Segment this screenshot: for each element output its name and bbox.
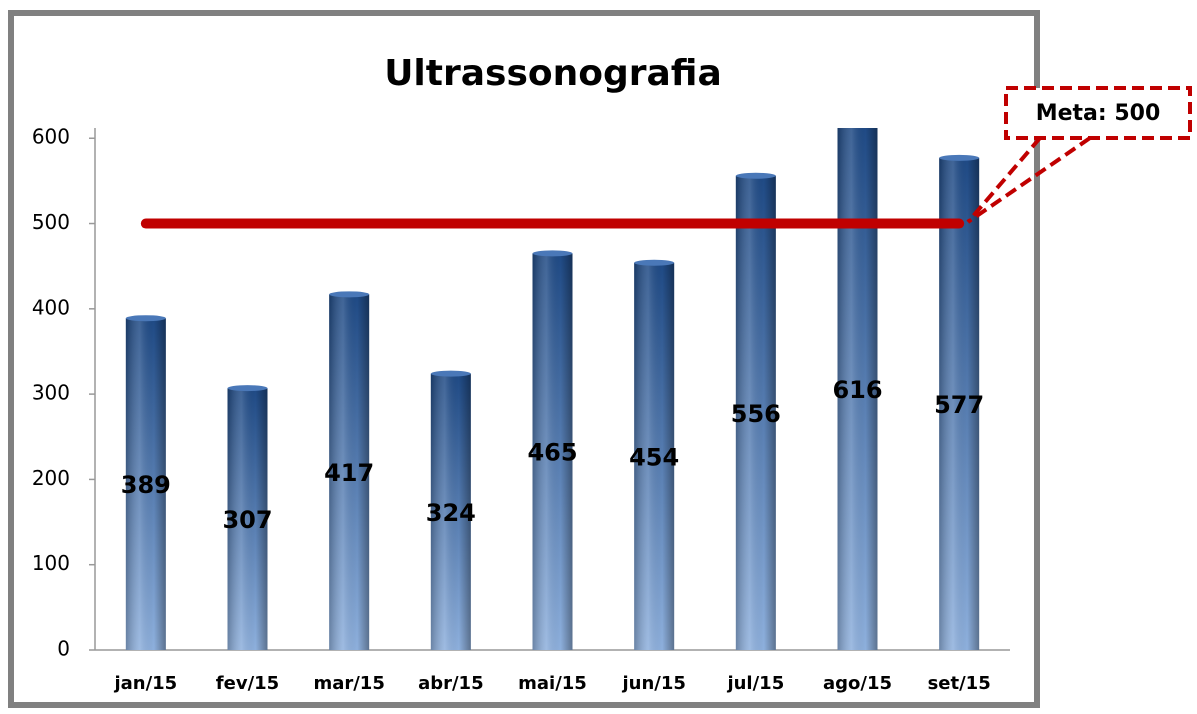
y-tick-label: 100 bbox=[32, 551, 70, 575]
callout-box bbox=[1004, 86, 1192, 140]
bar-cap bbox=[125, 315, 166, 322]
value-label: 389 bbox=[121, 471, 171, 499]
bar-shade bbox=[430, 373, 471, 650]
x-tick-label: mai/15 bbox=[518, 673, 587, 694]
bar-shade bbox=[227, 388, 268, 650]
bar-cap bbox=[329, 291, 370, 298]
value-label: 616 bbox=[832, 376, 882, 404]
chart-title: Ultrassonografia bbox=[384, 53, 722, 94]
x-tick-label: jun/15 bbox=[621, 673, 685, 694]
bar bbox=[634, 259, 675, 650]
bar-cap bbox=[634, 259, 675, 266]
y-tick-label: 300 bbox=[32, 381, 70, 405]
y-tick-label: 600 bbox=[32, 125, 70, 149]
plot-area bbox=[125, 128, 980, 650]
bar-cap bbox=[430, 370, 471, 377]
callout-pointer bbox=[966, 136, 1042, 224]
bar bbox=[227, 385, 268, 650]
value-label: 454 bbox=[629, 443, 679, 471]
callout-text: Meta: 500 bbox=[1036, 101, 1161, 126]
x-tick-label: set/15 bbox=[928, 673, 991, 694]
bar bbox=[125, 315, 166, 650]
bar-shade bbox=[532, 253, 573, 650]
bar-shade bbox=[634, 262, 675, 650]
bar bbox=[939, 154, 980, 650]
value-label: 307 bbox=[222, 506, 272, 534]
bar-shade bbox=[329, 294, 370, 650]
x-tick-label: fev/15 bbox=[216, 673, 279, 694]
value-label: 556 bbox=[731, 400, 781, 428]
y-tick-label: 400 bbox=[32, 295, 70, 319]
x-tick-label: mar/15 bbox=[313, 673, 384, 694]
bar-shade bbox=[125, 318, 166, 650]
bar bbox=[532, 250, 573, 650]
bar bbox=[837, 128, 878, 650]
value-label: 577 bbox=[934, 391, 984, 419]
value-label: 324 bbox=[426, 499, 476, 527]
bar-cap bbox=[532, 250, 573, 257]
y-tick-label: 0 bbox=[57, 637, 70, 661]
x-tick-label: jul/15 bbox=[726, 673, 784, 694]
bar bbox=[430, 370, 471, 650]
bar-cap bbox=[227, 385, 268, 392]
callout-pointer bbox=[966, 136, 1092, 224]
bar bbox=[329, 291, 370, 650]
x-tick-label: abr/15 bbox=[418, 673, 484, 694]
bar-cap bbox=[735, 172, 776, 179]
bar-shade bbox=[837, 128, 878, 650]
bar-shade bbox=[939, 157, 980, 650]
bar-shade bbox=[735, 175, 776, 650]
y-tick-label: 200 bbox=[32, 466, 70, 490]
y-tick-label: 500 bbox=[32, 210, 70, 234]
bar-cap bbox=[939, 154, 980, 161]
bar bbox=[735, 172, 776, 650]
x-tick-label: ago/15 bbox=[823, 673, 892, 694]
value-label: 417 bbox=[324, 459, 374, 487]
value-label: 465 bbox=[527, 439, 577, 467]
x-tick-label: jan/15 bbox=[113, 673, 177, 694]
